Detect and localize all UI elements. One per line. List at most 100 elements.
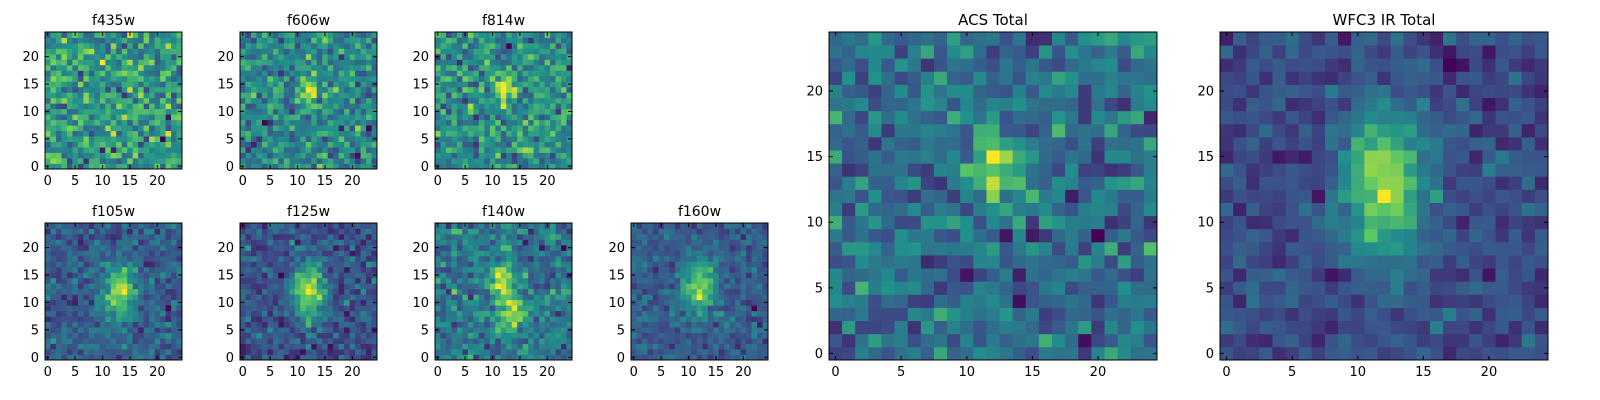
heatmap-cell [522, 338, 529, 344]
heatmap-cell [489, 255, 496, 262]
heatmap-cell [289, 97, 296, 104]
heatmap-cell [451, 53, 458, 60]
heatmap-cell [658, 266, 665, 273]
heatmap-cell [294, 130, 301, 137]
heatmap-cell [451, 233, 458, 240]
heatmap-cell [467, 233, 474, 240]
heatmap-cell [718, 233, 725, 240]
heatmap-cell [691, 266, 698, 273]
heatmap-cell [305, 288, 312, 295]
heatmap-cell [445, 244, 452, 251]
heatmap-cell [647, 327, 654, 333]
heatmap-cell [1143, 346, 1158, 361]
heatmap-cell [261, 244, 268, 251]
heatmap-cell [316, 223, 323, 229]
heatmap-cell [920, 150, 935, 164]
heatmap-cell [355, 321, 361, 328]
heatmap-cell [300, 272, 307, 279]
heatmap-cell [143, 108, 150, 115]
heatmap-cell [289, 70, 296, 77]
heatmap-cell [294, 37, 301, 44]
heatmap-cell [154, 261, 161, 268]
heatmap-cell [456, 327, 463, 333]
heatmap-cell [894, 189, 909, 203]
heatmap-cell [478, 53, 485, 60]
heatmap-cell [283, 321, 290, 328]
heatmap-cell [868, 255, 882, 269]
heatmap-cell [762, 261, 769, 268]
heatmap-cell [327, 75, 334, 82]
heatmap-cell [517, 305, 524, 312]
heatmap-cell [511, 64, 518, 71]
heatmap-cell [495, 75, 502, 82]
heatmap-cell [855, 189, 869, 203]
heatmap-cell [462, 59, 469, 66]
heatmap-cell [110, 228, 117, 235]
heatmap-cell [500, 244, 507, 251]
heatmap-cell [338, 233, 345, 240]
heatmap-cell [440, 92, 447, 99]
heatmap-cell [121, 294, 128, 301]
heatmap-cell [751, 266, 758, 273]
heatmap-cell [256, 64, 263, 71]
heatmap-cell [116, 81, 123, 88]
heatmap-cell [495, 261, 502, 268]
heatmap-cell [267, 288, 274, 295]
heatmap-cell [360, 261, 367, 268]
heatmap-cell [973, 307, 987, 322]
heatmap-cell [138, 294, 145, 301]
heatmap-cell [484, 239, 491, 246]
heatmap-cell [355, 261, 361, 268]
heatmap-cell [305, 299, 312, 306]
heatmap-cell [489, 119, 496, 126]
heatmap-cell [506, 97, 513, 104]
heatmap-cell [473, 158, 480, 164]
heatmap-cell [691, 316, 698, 323]
heatmap-cell [533, 130, 540, 137]
heatmap-cell [489, 59, 496, 66]
heatmap-cell [691, 327, 698, 333]
heatmap-cell [451, 75, 458, 82]
heatmap-cell [933, 163, 948, 177]
heatmap-cell [561, 233, 567, 240]
heatmap-cell [511, 332, 518, 339]
heatmap-cell [83, 97, 90, 104]
heatmap-cell [894, 202, 909, 217]
heatmap-cell [99, 277, 106, 284]
heatmap-cell [45, 283, 51, 290]
heatmap-cell [121, 141, 128, 148]
heatmap-cell [99, 255, 106, 262]
heatmap-cell [751, 354, 758, 361]
heatmap-cell [154, 130, 161, 137]
heatmap-cell [550, 338, 556, 344]
heatmap-cell [66, 59, 73, 66]
heatmap-cell [366, 97, 372, 104]
heatmap-cell [533, 147, 540, 153]
y-tick-label: 0 [226, 160, 234, 175]
heatmap-cell [561, 59, 567, 66]
y-tick-label: 15 [217, 78, 234, 93]
heatmap-cell [371, 305, 378, 312]
heatmap-cell [121, 338, 128, 344]
heatmap-cell [300, 147, 307, 153]
heatmap-cell [349, 277, 356, 284]
heatmap-cell [451, 158, 458, 164]
heatmap-cell [533, 32, 540, 38]
heatmap-cell [751, 283, 758, 290]
heatmap-cell [316, 119, 323, 126]
heatmap-cell [451, 332, 458, 339]
heatmap-cell [154, 141, 161, 148]
heatmap-cell [685, 332, 692, 339]
heatmap-cell [240, 70, 246, 77]
heatmap-cell [116, 130, 123, 137]
heatmap-cell [294, 277, 301, 284]
x-tick-label: 5 [657, 365, 665, 380]
heatmap-cell [116, 37, 123, 44]
heatmap-cell [360, 119, 367, 126]
heatmap-cell [371, 59, 378, 66]
heatmap-cell [511, 233, 518, 240]
heatmap-cell [250, 48, 257, 55]
heatmap-cell [77, 97, 84, 104]
heatmap-cell [1038, 176, 1053, 190]
heatmap-cell [544, 75, 551, 82]
